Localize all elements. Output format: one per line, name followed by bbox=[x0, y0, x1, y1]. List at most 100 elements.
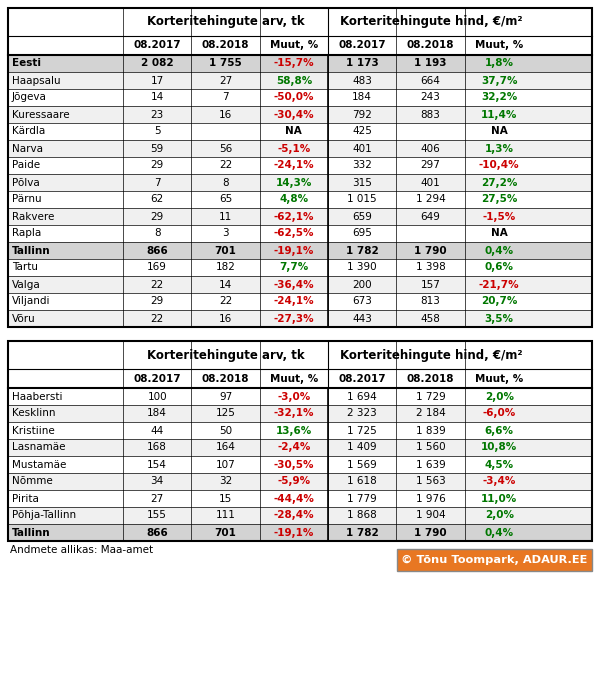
Text: 44: 44 bbox=[151, 425, 164, 435]
Bar bbox=[8, 8, 592, 327]
Bar bbox=[8, 106, 592, 123]
Text: 17: 17 bbox=[151, 76, 164, 85]
Text: © Tõnu Toompark, ADAUR.EE: © Tõnu Toompark, ADAUR.EE bbox=[401, 555, 587, 565]
Text: 11: 11 bbox=[219, 212, 232, 222]
Text: 406: 406 bbox=[421, 143, 440, 153]
Text: 1 173: 1 173 bbox=[346, 59, 379, 68]
Text: 243: 243 bbox=[421, 93, 440, 103]
Text: 182: 182 bbox=[215, 262, 235, 272]
Text: 32,2%: 32,2% bbox=[481, 93, 517, 103]
Text: 0,4%: 0,4% bbox=[485, 245, 514, 256]
Text: Haabersti: Haabersti bbox=[12, 391, 62, 402]
Text: 184: 184 bbox=[352, 93, 372, 103]
Text: Korteritehingute arv, tk: Korteritehingute arv, tk bbox=[147, 349, 304, 362]
Text: 23: 23 bbox=[151, 110, 164, 120]
Text: 483: 483 bbox=[352, 76, 372, 85]
Text: -62,1%: -62,1% bbox=[274, 212, 314, 222]
Bar bbox=[8, 72, 592, 89]
Text: 37,7%: 37,7% bbox=[481, 76, 517, 85]
Text: 11,4%: 11,4% bbox=[481, 110, 517, 120]
Text: Kristiine: Kristiine bbox=[12, 425, 55, 435]
Text: 401: 401 bbox=[421, 178, 440, 187]
Text: 27: 27 bbox=[151, 493, 164, 504]
Text: 08.2018: 08.2018 bbox=[202, 374, 249, 383]
Text: 332: 332 bbox=[352, 160, 372, 170]
Bar bbox=[8, 123, 592, 140]
Text: Korteritehingute hind, €/m²: Korteritehingute hind, €/m² bbox=[340, 16, 522, 28]
Text: 2 082: 2 082 bbox=[141, 59, 173, 68]
Text: 883: 883 bbox=[421, 110, 440, 120]
Text: 2,0%: 2,0% bbox=[485, 510, 514, 521]
Text: Põlva: Põlva bbox=[12, 178, 40, 187]
Text: 0,6%: 0,6% bbox=[485, 262, 514, 272]
Text: 458: 458 bbox=[421, 314, 440, 324]
Bar bbox=[8, 191, 592, 208]
Bar bbox=[8, 524, 592, 541]
Text: 1 390: 1 390 bbox=[347, 262, 377, 272]
Text: 32: 32 bbox=[219, 477, 232, 487]
Text: -24,1%: -24,1% bbox=[274, 297, 314, 306]
Text: 1 725: 1 725 bbox=[347, 425, 377, 435]
Text: 16: 16 bbox=[219, 110, 232, 120]
Text: 7: 7 bbox=[154, 178, 161, 187]
Text: Rakvere: Rakvere bbox=[12, 212, 55, 222]
Text: Rapla: Rapla bbox=[12, 228, 41, 239]
Text: Muut, %: Muut, % bbox=[475, 374, 523, 383]
Text: 27: 27 bbox=[219, 76, 232, 85]
Text: 29: 29 bbox=[151, 297, 164, 306]
Text: 1 790: 1 790 bbox=[414, 245, 447, 256]
Text: 20,7%: 20,7% bbox=[481, 297, 517, 306]
Bar bbox=[397, 549, 592, 571]
Text: 169: 169 bbox=[147, 262, 167, 272]
Text: Valga: Valga bbox=[12, 279, 41, 289]
Text: 1 618: 1 618 bbox=[347, 477, 377, 487]
Text: 1 976: 1 976 bbox=[416, 493, 445, 504]
Bar bbox=[8, 405, 592, 422]
Text: NA: NA bbox=[491, 228, 508, 239]
Text: 10,8%: 10,8% bbox=[481, 443, 517, 452]
Text: 08.2017: 08.2017 bbox=[133, 41, 181, 51]
Text: 1 729: 1 729 bbox=[416, 391, 445, 402]
Text: -27,3%: -27,3% bbox=[274, 314, 314, 324]
Text: 1 755: 1 755 bbox=[209, 59, 242, 68]
Text: Tallinn: Tallinn bbox=[12, 245, 50, 256]
Text: -28,4%: -28,4% bbox=[274, 510, 314, 521]
Text: 157: 157 bbox=[421, 279, 440, 289]
Text: Korteritehingute hind, €/m²: Korteritehingute hind, €/m² bbox=[340, 349, 522, 362]
Text: -5,1%: -5,1% bbox=[277, 143, 310, 153]
Text: 401: 401 bbox=[352, 143, 372, 153]
Text: 673: 673 bbox=[352, 297, 372, 306]
Text: Lasnamäe: Lasnamäe bbox=[12, 443, 65, 452]
Text: 22: 22 bbox=[219, 297, 232, 306]
Bar bbox=[8, 310, 592, 327]
Text: 1 294: 1 294 bbox=[416, 195, 445, 205]
Text: -3,0%: -3,0% bbox=[277, 391, 310, 402]
Text: Pärnu: Pärnu bbox=[12, 195, 41, 205]
Text: Nõmme: Nõmme bbox=[12, 477, 53, 487]
Text: 14,3%: 14,3% bbox=[275, 178, 312, 187]
Text: 22: 22 bbox=[219, 160, 232, 170]
Text: 1 193: 1 193 bbox=[414, 59, 447, 68]
Text: 1 779: 1 779 bbox=[347, 493, 377, 504]
Text: 649: 649 bbox=[421, 212, 440, 222]
Bar bbox=[8, 140, 592, 157]
Text: 08.2017: 08.2017 bbox=[338, 41, 386, 51]
Bar bbox=[8, 55, 592, 72]
Text: 08.2017: 08.2017 bbox=[338, 374, 386, 383]
Text: 6,6%: 6,6% bbox=[485, 425, 514, 435]
Text: Muut, %: Muut, % bbox=[270, 374, 318, 383]
Text: -30,5%: -30,5% bbox=[274, 460, 314, 470]
Bar bbox=[8, 276, 592, 293]
Text: -19,1%: -19,1% bbox=[274, 527, 314, 537]
Text: Tallinn: Tallinn bbox=[12, 527, 50, 537]
Text: Pirita: Pirita bbox=[12, 493, 39, 504]
Text: 813: 813 bbox=[421, 297, 440, 306]
Bar bbox=[8, 225, 592, 242]
Text: -10,4%: -10,4% bbox=[479, 160, 520, 170]
Text: 29: 29 bbox=[151, 160, 164, 170]
Text: 1,3%: 1,3% bbox=[485, 143, 514, 153]
Text: 4,8%: 4,8% bbox=[280, 195, 308, 205]
Text: 08.2018: 08.2018 bbox=[202, 41, 249, 51]
Text: 08.2017: 08.2017 bbox=[133, 374, 181, 383]
Bar bbox=[8, 507, 592, 524]
